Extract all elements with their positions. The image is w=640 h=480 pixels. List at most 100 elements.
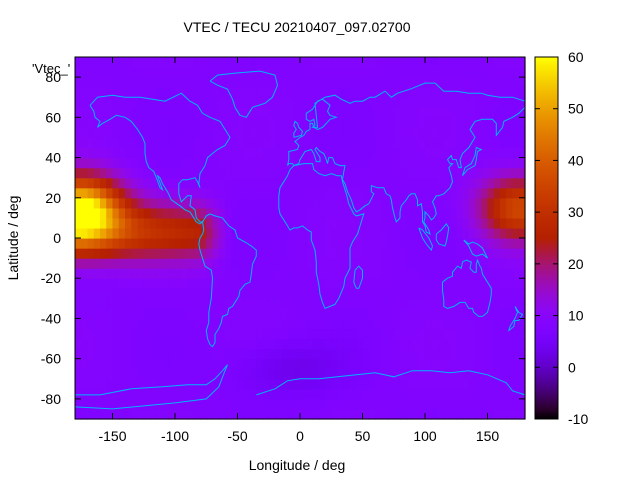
heatmap-cell [312,87,320,98]
heatmap-cell [375,268,382,279]
heatmap-cell [175,127,182,139]
heatmap-cell [206,157,214,169]
heatmap-cell [437,137,445,149]
heatmap-cell [93,177,101,189]
heatmap-cell [262,338,270,350]
heatmap-cell [293,227,301,239]
heatmap-cell [212,368,220,380]
heatmap-cell [250,308,257,320]
heatmap-cell [300,197,307,209]
heatmap-cell [106,97,114,108]
heatmap-cell [356,238,364,249]
heatmap-cell [125,318,132,330]
heatmap-cell [106,388,114,400]
heatmap-cell [181,408,189,420]
heatmap-cell [131,227,139,239]
heatmap-cell [518,278,526,289]
heatmap-cell [518,368,526,380]
heatmap-cell [293,368,301,380]
heatmap-cell [425,107,432,118]
heatmap-cell [518,137,526,149]
heatmap-cell [112,127,120,139]
heatmap-cell [356,127,364,139]
heatmap-cell [437,197,445,209]
heatmap-cell [443,408,451,420]
heatmap-cell [112,408,120,420]
heatmap-cell [406,177,414,189]
heatmap-cell [456,308,464,320]
heatmap-cell [131,248,139,259]
heatmap-cell [243,87,251,98]
heatmap-cell [462,107,470,118]
heatmap-cell [193,77,201,88]
heatmap-cell [287,227,295,239]
heatmap-cell [200,117,207,128]
heatmap-cell [406,107,414,118]
heatmap-cell [281,157,289,169]
heatmap-cell [237,248,245,259]
heatmap-cell [100,238,107,249]
heatmap-cell [437,328,445,340]
heatmap-cell [500,207,507,219]
heatmap-cell [431,258,439,269]
heatmap-cell [143,87,151,98]
heatmap-cell [131,358,139,370]
heatmap-cell [218,87,226,98]
heatmap-cell [393,107,401,118]
heatmap-cell [368,57,376,68]
heatmap-cell [131,167,139,179]
heatmap-cell [81,318,89,330]
heatmap-cell [125,348,132,360]
heatmap-cell [225,77,232,88]
heatmap-cell [475,87,482,98]
heatmap-cell [362,147,370,159]
heatmap-cell [168,217,176,229]
heatmap-cell [418,67,426,78]
heatmap-cell [387,358,395,370]
heatmap-cell [106,358,114,370]
heatmap-cell [137,187,145,199]
heatmap-cell [181,258,189,269]
y-tick-label: 80 [45,69,61,85]
heatmap-cell [168,107,176,118]
heatmap-cell [381,308,389,320]
heatmap-cell [137,368,145,380]
heatmap-cell [206,348,214,360]
heatmap-cell [343,177,351,189]
heatmap-cell [125,268,132,279]
heatmap-cell [468,288,476,299]
heatmap-cell [118,388,126,400]
heatmap-cell [168,328,176,340]
heatmap-cell [481,97,489,108]
heatmap-cell [506,137,514,149]
heatmap-cell [193,368,201,380]
heatmap-cell [168,308,176,320]
heatmap-cell [406,127,414,139]
heatmap-cell [318,398,326,410]
heatmap-cell [206,207,214,219]
heatmap-cell [200,408,207,420]
heatmap-cell [475,147,482,159]
heatmap-cell [387,147,395,159]
heatmap-cell [237,97,245,108]
heatmap-cell [187,408,195,420]
heatmap-cell [400,318,407,330]
heatmap-cell [337,308,345,320]
heatmap-cell [293,318,301,330]
heatmap-cell [375,157,382,169]
heatmap-cell [150,278,157,289]
heatmap-cell [425,77,432,88]
heatmap-cell [225,187,232,199]
heatmap-cell [318,67,326,78]
heatmap-cell [181,398,189,410]
heatmap-cell [368,318,376,330]
heatmap-cell [375,368,382,380]
heatmap-cell [243,127,251,139]
heatmap-cell [318,308,326,320]
heatmap-cell [262,87,270,98]
heatmap-cell [193,127,201,139]
heatmap-cell [118,57,126,68]
heatmap-cell [193,338,201,350]
heatmap-cell [368,127,376,139]
heatmap-cell [162,288,170,299]
